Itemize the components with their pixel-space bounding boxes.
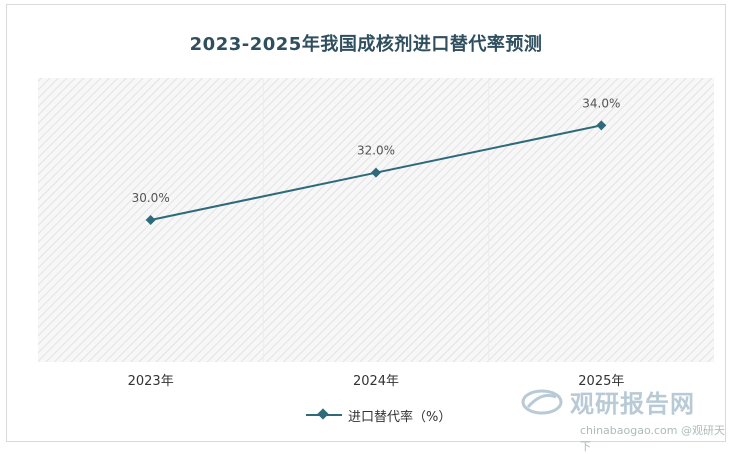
chart-title: 2023-2025年我国成核剂进口替代率预测: [189, 34, 543, 55]
x-tick-label: 2023年: [128, 374, 174, 389]
watermark-logo-icon: [520, 387, 564, 417]
watermark-credit: chinabaogao.com @观研天下: [580, 422, 732, 454]
watermark-brand: 观研报告网: [570, 390, 695, 418]
data-point-marker: [596, 120, 607, 131]
data-label: 34.0%: [582, 96, 620, 110]
x-tick-label: 2024年: [353, 374, 399, 389]
legend-label: 进口替代率（%）: [348, 409, 452, 425]
data-point-marker: [371, 167, 381, 178]
data-label: 32.0%: [357, 144, 395, 158]
legend-line-marker: [306, 408, 342, 421]
plot-area: [38, 78, 714, 362]
watermark-credit-text: @观研天下: [580, 424, 725, 453]
data-label: 30.0%: [132, 191, 170, 205]
watermark-site: chinabaogao.com: [580, 424, 678, 437]
legend: 进口替代率（%）: [306, 405, 451, 425]
data-point-marker: [145, 215, 156, 225]
watermark: 观研报告网: [520, 384, 695, 419]
x-tick-label: 2025年: [578, 374, 624, 389]
